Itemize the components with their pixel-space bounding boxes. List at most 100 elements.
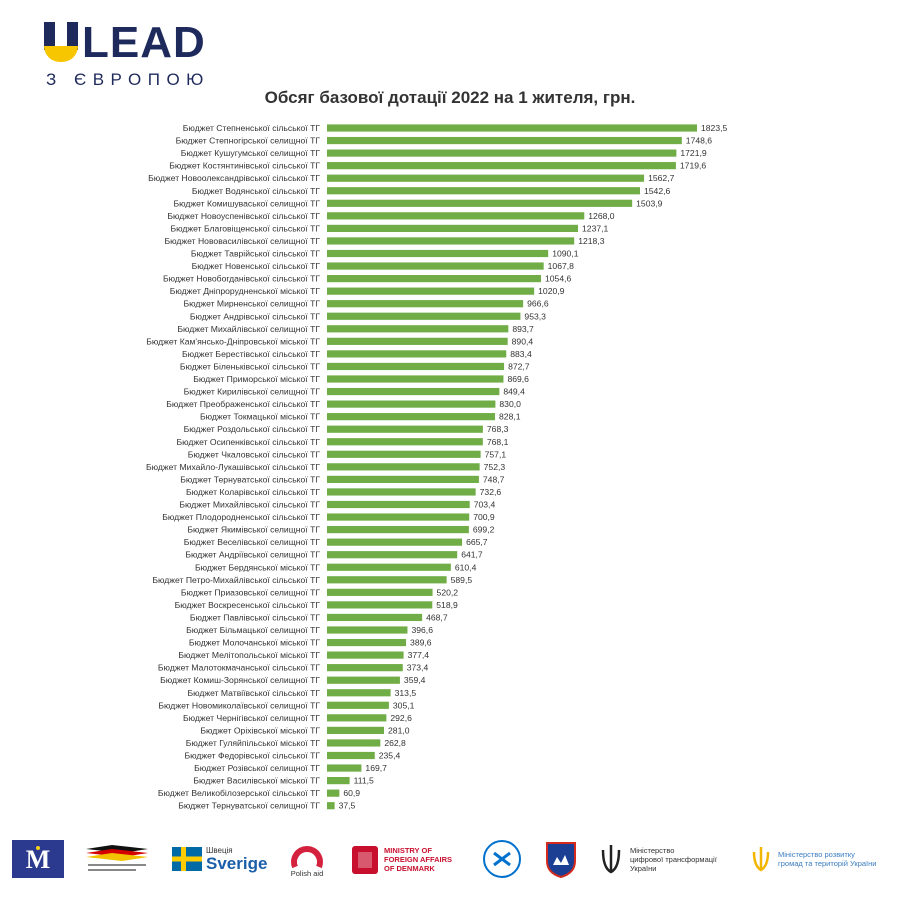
category-label: Бюджет Кам'янсько-Дніпровської міської Т… bbox=[146, 336, 320, 346]
category-label: Бюджет Плодородненської сільської ТГ bbox=[162, 512, 320, 522]
polish-aid-logo: Polish aid bbox=[290, 834, 324, 884]
bar bbox=[327, 375, 504, 383]
data-label: 883,4 bbox=[510, 349, 532, 359]
data-label: 1542,6 bbox=[644, 186, 671, 196]
data-label: 235,4 bbox=[379, 751, 401, 761]
data-label: 610,4 bbox=[455, 562, 477, 572]
bar bbox=[327, 300, 524, 308]
data-label: 665,7 bbox=[466, 537, 488, 547]
estonia-logo bbox=[482, 834, 522, 884]
category-label: Бюджет Михайло-Лукашівської сільської ТГ bbox=[146, 462, 320, 472]
bar bbox=[327, 488, 476, 496]
data-label: 281,0 bbox=[388, 725, 410, 735]
data-label: 700,9 bbox=[473, 512, 495, 522]
data-label: 292,6 bbox=[390, 713, 412, 723]
bar bbox=[327, 601, 433, 609]
category-label: Бюджет Федорівської сільської ТГ bbox=[184, 751, 320, 761]
category-label: Бюджет Нововасилівської селищної ТГ bbox=[164, 236, 320, 246]
polish-aid-icon bbox=[291, 845, 323, 868]
category-label: Бюджет Гуляйпільської міської ТГ bbox=[186, 738, 321, 748]
data-label: 377,4 bbox=[408, 650, 430, 660]
category-label: Бюджет Кирилівської селищної ТГ bbox=[184, 387, 321, 397]
bar bbox=[327, 413, 496, 421]
bar bbox=[327, 475, 479, 483]
mintsyfra-line1: Міністерство bbox=[630, 845, 675, 855]
category-label: Бюджет Новомиколаївської селищної ТГ bbox=[158, 700, 320, 710]
category-label: Бюджет Кушугумської селищної ТГ bbox=[181, 148, 321, 158]
data-label: 699,2 bbox=[473, 525, 495, 535]
data-label: 1218,3 bbox=[578, 236, 605, 246]
category-label: Бюджет Воскресенської сільської ТГ bbox=[175, 600, 321, 610]
data-label: 893,7 bbox=[512, 324, 534, 334]
minregion-logo: Міністерство розвитку громад та територі… bbox=[750, 834, 876, 884]
category-label: Бюджет Токмацької міської ТГ bbox=[200, 412, 320, 422]
data-label: 305,1 bbox=[393, 700, 415, 710]
data-label: 373,4 bbox=[407, 663, 429, 673]
bar bbox=[327, 689, 391, 697]
data-label: 1503,9 bbox=[636, 198, 663, 208]
chart-title: Обсяг базової дотації 2022 на 1 жителя, … bbox=[264, 88, 636, 107]
bar bbox=[327, 638, 407, 647]
data-label: 732,6 bbox=[480, 487, 502, 497]
data-label: 830,0 bbox=[499, 399, 521, 409]
category-label: Бюджет Великобілозерської сільської ТГ bbox=[158, 788, 320, 798]
data-label: 396,6 bbox=[411, 625, 433, 635]
bar bbox=[327, 526, 469, 534]
polish-aid-text: Polish aid bbox=[290, 868, 324, 878]
data-label: 468,7 bbox=[426, 612, 448, 622]
data-label: 1054,6 bbox=[545, 274, 572, 284]
bar bbox=[327, 751, 375, 760]
data-label: 828,1 bbox=[499, 412, 521, 422]
category-label: Бюджет Андріївської селищної ТГ bbox=[185, 550, 320, 560]
category-label: Бюджет Приазовської селищної ТГ bbox=[181, 587, 320, 597]
data-label: 1823,5 bbox=[701, 123, 728, 133]
bar bbox=[327, 664, 403, 672]
bar bbox=[327, 777, 350, 785]
category-label: Бюджет Розівської селищної ТГ bbox=[194, 763, 320, 773]
data-label: 518,9 bbox=[436, 600, 458, 610]
data-label: 703,4 bbox=[474, 500, 496, 510]
category-label: Бюджет Малотокмачанської сільської ТГ bbox=[158, 663, 320, 673]
category-label: Бюджет Оріхівської міської ТГ bbox=[200, 725, 320, 735]
mintsyfra-logo: Міністерство цифрової трансформації Укра… bbox=[598, 834, 717, 884]
logo-subtitle: З ЄВРОПОЮ bbox=[46, 70, 210, 89]
bar bbox=[327, 350, 507, 358]
bar bbox=[327, 149, 677, 157]
bar bbox=[327, 199, 633, 207]
category-label: Бюджет Якимівської селищної ТГ bbox=[187, 525, 320, 535]
denmark-crown-icon bbox=[352, 846, 378, 874]
data-label: 262,8 bbox=[384, 738, 406, 748]
category-label: Бюджет Матвіївської сільської ТГ bbox=[187, 688, 320, 698]
data-label: 589,5 bbox=[451, 575, 473, 585]
mintsyfra-line2: цифрової трансформації bbox=[630, 854, 717, 864]
trident-icon bbox=[601, 845, 621, 874]
denmark-line2: FOREIGN AFFAIRS bbox=[384, 854, 453, 864]
data-label: 60,9 bbox=[343, 788, 360, 798]
bar bbox=[327, 538, 463, 546]
eu-logo: M bbox=[12, 834, 64, 884]
data-label: 1748,6 bbox=[686, 136, 713, 146]
data-label: 1268,0 bbox=[588, 211, 615, 221]
data-label: 1562,7 bbox=[648, 173, 675, 183]
data-label: 966,6 bbox=[527, 299, 549, 309]
data-label: 1721,9 bbox=[680, 148, 707, 158]
category-label: Бюджет Степненської сільської ТГ bbox=[183, 123, 321, 133]
bar bbox=[327, 224, 579, 232]
bar bbox=[327, 563, 451, 571]
category-label: Бюджет Тернуватської селищної ТГ bbox=[178, 801, 320, 811]
category-label: Бюджет Берестівської сільської ТГ bbox=[182, 349, 320, 359]
bar bbox=[327, 463, 480, 471]
category-label: Бюджет Біленьківської сільської ТГ bbox=[180, 361, 320, 371]
category-label: Бюджет Роздольської сільської ТГ bbox=[184, 424, 321, 434]
data-label: 111,5 bbox=[354, 776, 374, 786]
bar bbox=[327, 726, 385, 734]
logo-text: LEAD bbox=[82, 18, 206, 67]
data-label: 768,3 bbox=[487, 424, 509, 434]
data-label: 1067,8 bbox=[548, 261, 575, 271]
bar bbox=[327, 513, 470, 521]
bar bbox=[327, 400, 496, 408]
bar-chart: Бюджет Степненської сільської ТГ 1823,5 Бю… bbox=[146, 123, 728, 811]
category-label: Бюджет Чернігівської селищної ТГ bbox=[183, 713, 320, 723]
category-label: Бюджет Василівської міської ТГ bbox=[193, 776, 320, 786]
category-label: Бюджет Веселівської селищної ТГ bbox=[184, 537, 321, 547]
